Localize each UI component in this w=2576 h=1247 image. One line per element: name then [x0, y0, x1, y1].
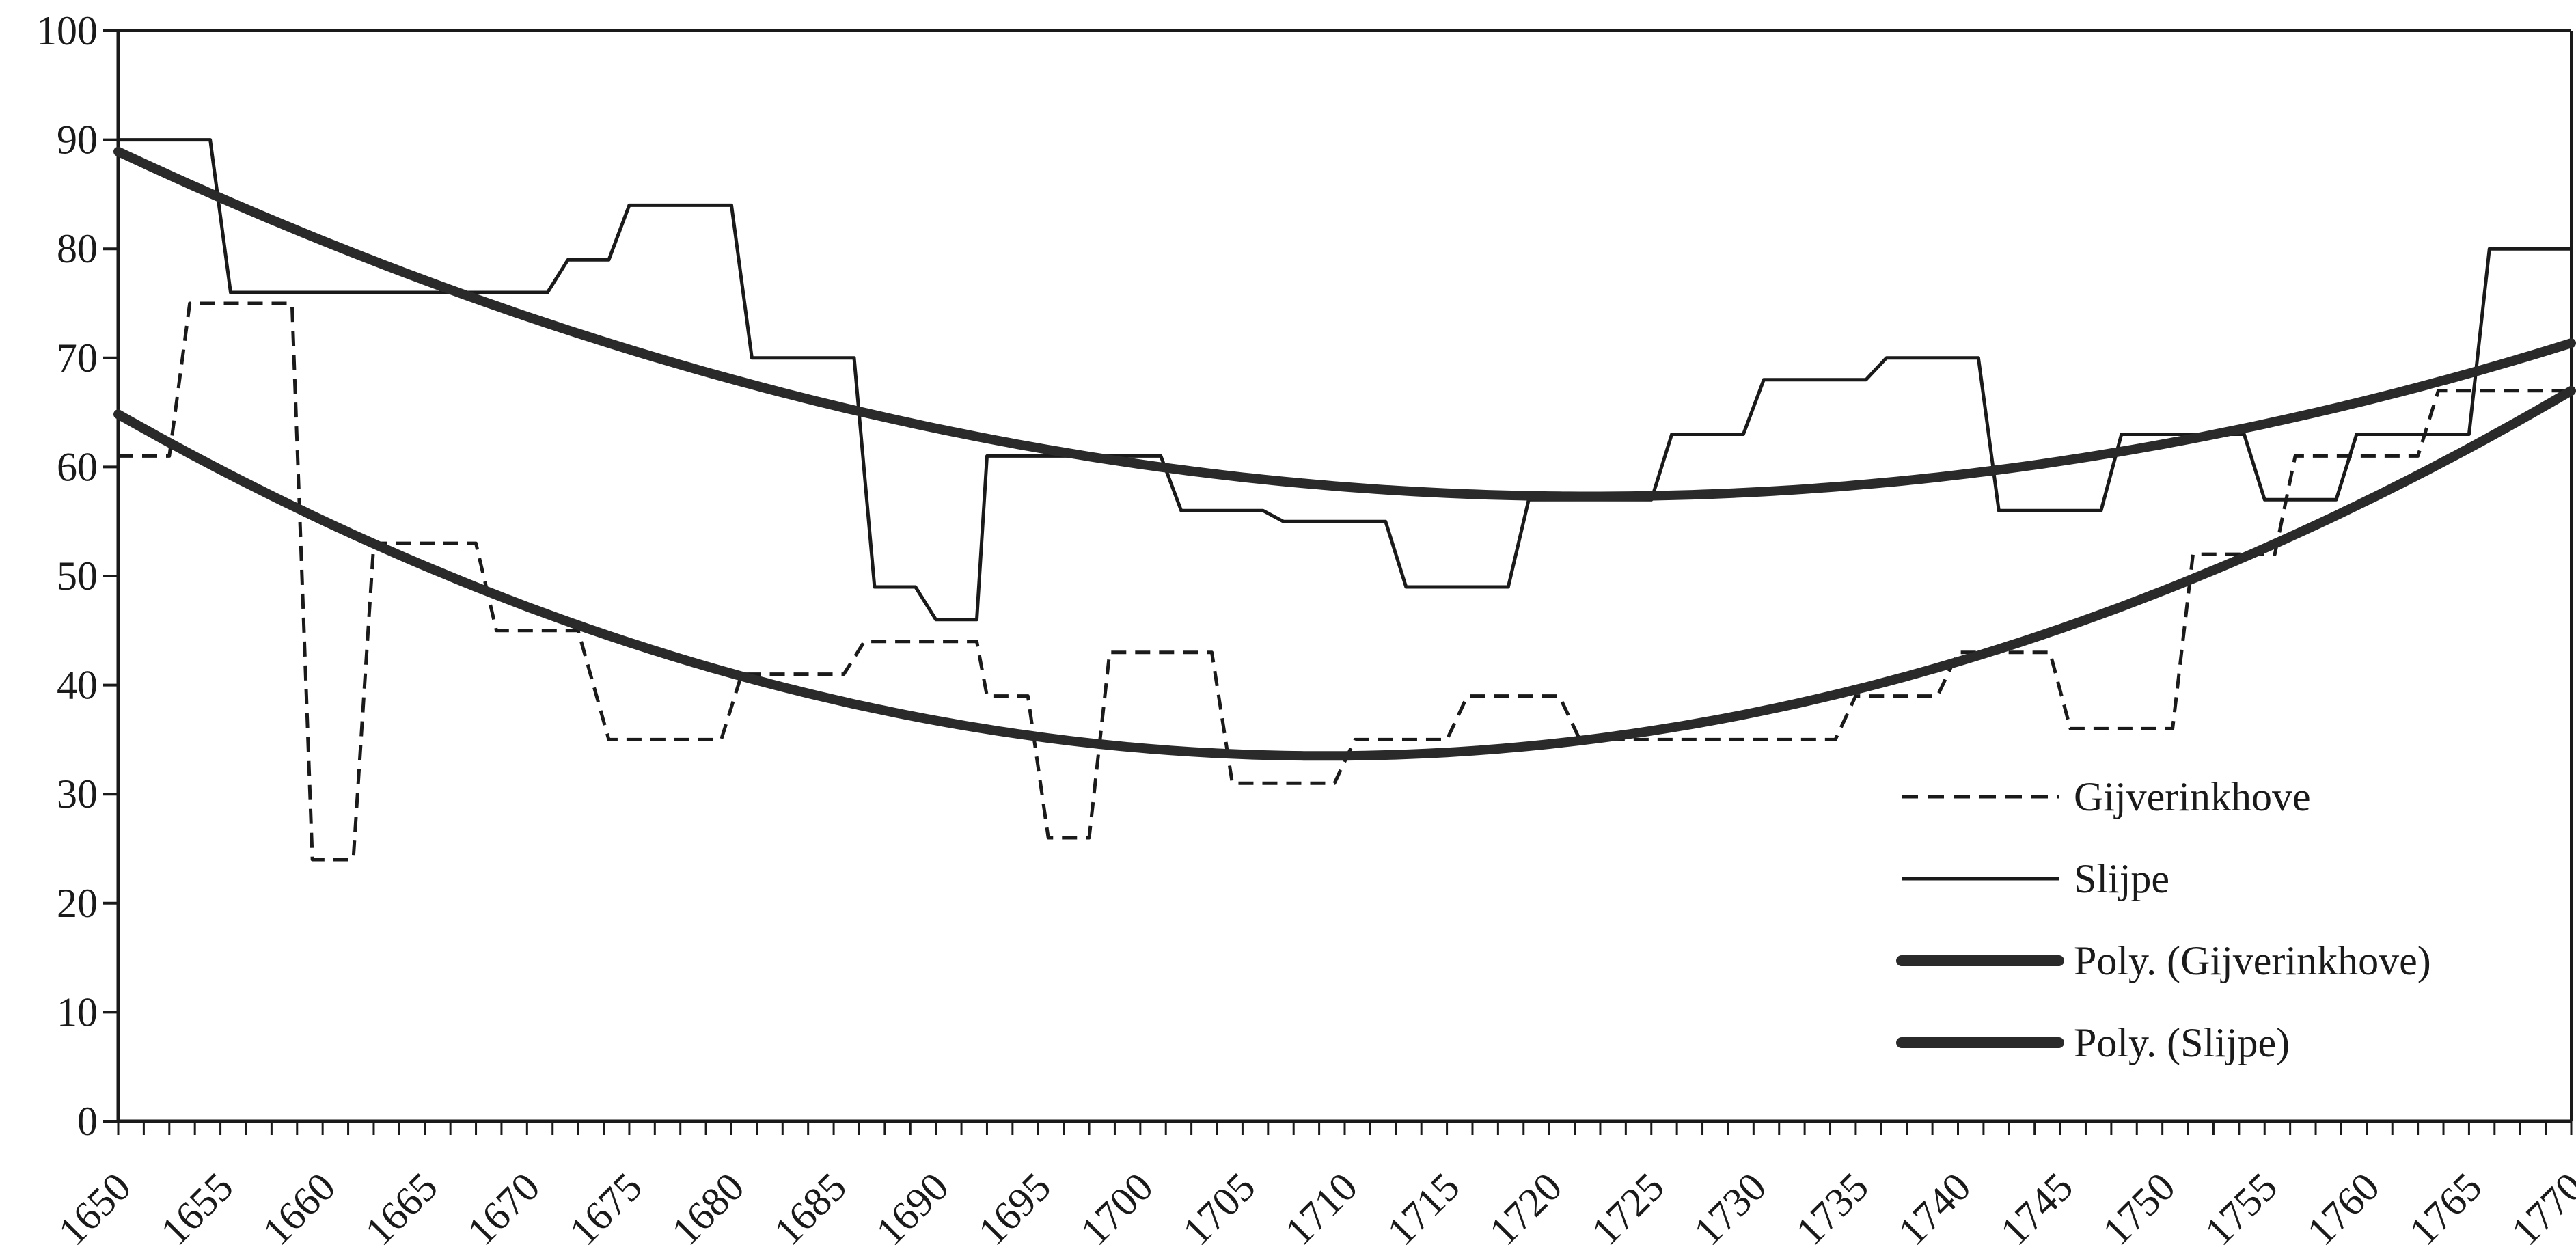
- legend: Gijverinkhove Slijpe Poly. (Gijverinkhov…: [1896, 774, 2431, 1065]
- x-tick-label: 1745: [1992, 1164, 2082, 1247]
- legend-label-slijpe: Slijpe: [2074, 856, 2169, 901]
- x-tick-label: 1770: [2503, 1164, 2576, 1247]
- y-tick-label: 40: [57, 663, 98, 708]
- y-tick-label: 20: [57, 881, 98, 926]
- y-tick-label: 80: [57, 226, 98, 271]
- x-tick-label: 1705: [1174, 1164, 1264, 1247]
- x-tick-label: 1710: [1276, 1164, 1367, 1247]
- y-tick-label: 90: [57, 118, 98, 163]
- x-tick-label: 1670: [458, 1164, 549, 1247]
- legend-item-poly-slijpe: Poly. (Slijpe): [1896, 1020, 2290, 1065]
- x-tick-label: 1700: [1072, 1164, 1162, 1247]
- x-tick-label: 1660: [254, 1164, 344, 1247]
- y-tick-label: 50: [57, 553, 98, 599]
- x-tick-label: 1690: [867, 1164, 957, 1247]
- y-tick-label: 100: [36, 8, 98, 53]
- x-tick-label: 1735: [1787, 1164, 1878, 1247]
- y-tick-label: 60: [57, 444, 98, 489]
- x-tick-label: 1665: [356, 1164, 446, 1247]
- x-tick-label: 1675: [561, 1164, 651, 1247]
- x-tick-label: 1650: [50, 1164, 140, 1247]
- x-axis-ticks: 1650 1655 1660 1665 1670 1675 1680 1685 1690 1695…: [50, 1121, 2576, 1247]
- y-tick-label: 70: [57, 335, 98, 381]
- legend-item-slijpe: Slijpe: [1902, 856, 2169, 901]
- series-line-gijverinkhove: [118, 301, 2571, 862]
- legend-label-gijverinkhove: Gijverinkhove: [2074, 774, 2311, 819]
- series-layer: [113, 138, 2576, 862]
- series-line-slijpe: [118, 138, 2571, 622]
- legend-label-poly-gijverinkhove: Poly. (Gijverinkhove): [2074, 938, 2431, 983]
- legend-item-gijverinkhove: Gijverinkhove: [1902, 774, 2311, 819]
- x-tick-label: 1760: [2299, 1164, 2389, 1247]
- x-tick-label: 1695: [970, 1164, 1060, 1247]
- y-tick-label: 10: [57, 989, 98, 1034]
- series-line-poly-slijpe: [113, 146, 2576, 502]
- x-tick-label: 1715: [1378, 1164, 1468, 1247]
- series-line-poly-gijverinkhove: [113, 385, 2576, 761]
- legend-item-poly-gijverinkhove: Poly. (Gijverinkhove): [1896, 938, 2431, 983]
- x-tick-label: 1655: [152, 1164, 242, 1247]
- x-tick-label: 1765: [2400, 1164, 2491, 1247]
- x-tick-label: 1685: [765, 1164, 855, 1247]
- y-tick-label: 30: [57, 771, 98, 817]
- x-tick-label: 1730: [1685, 1164, 1775, 1247]
- x-tick-label: 1725: [1582, 1164, 1673, 1247]
- x-tick-label: 1720: [1481, 1164, 1571, 1247]
- x-tick-label: 1740: [1889, 1164, 1979, 1247]
- x-tick-label: 1680: [663, 1164, 753, 1247]
- x-tick-label: 1750: [2094, 1164, 2184, 1247]
- legend-label-poly-slijpe: Poly. (Slijpe): [2074, 1020, 2290, 1065]
- x-tick-label: 1755: [2196, 1164, 2286, 1247]
- y-axis-ticks: 0 10 20 30 40 50 60 70 80 90 100: [36, 8, 118, 1144]
- y-tick-label: 0: [77, 1099, 98, 1144]
